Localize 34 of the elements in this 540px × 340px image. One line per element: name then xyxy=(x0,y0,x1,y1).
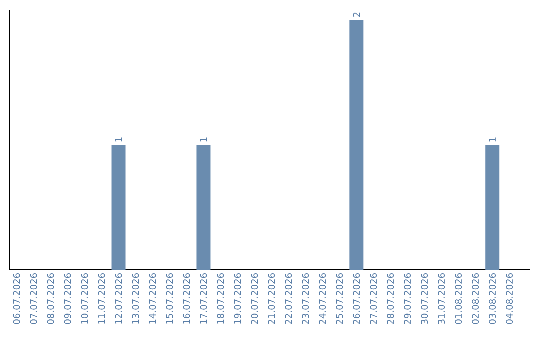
x-tick-label: 31.07.2026 xyxy=(438,274,446,324)
x-tick-label: 24.07.2026 xyxy=(319,274,326,324)
x-tick-label: 19.07.2026 xyxy=(234,274,242,324)
x-tick-label: 22.07.2026 xyxy=(285,274,292,324)
x-tick-label: 08.07.2026 xyxy=(47,274,54,324)
x-tick-label: 13.07.2026 xyxy=(132,274,140,324)
x-tick-label: 14.07.2026 xyxy=(149,274,156,324)
data-label: 2 xyxy=(353,12,360,18)
x-tick-label: 23.07.2026 xyxy=(302,274,310,324)
x-tick-label: 26.07.2026 xyxy=(353,274,360,324)
x-tick-label: 02.08.2026 xyxy=(472,274,480,324)
x-tick-label: 06.07.2026 xyxy=(13,274,20,324)
x-tick-label: 04.08.2026 xyxy=(506,274,514,324)
x-tick-label: 09.07.2026 xyxy=(64,274,72,324)
x-tick-label: 21.07.2026 xyxy=(268,274,276,324)
x-tick-label: 27.07.2026 xyxy=(370,274,378,324)
x-tick-label: 12.07.2026 xyxy=(115,274,122,324)
x-tick-label: 18.07.2026 xyxy=(217,274,224,324)
data-label: 1 xyxy=(489,138,496,142)
x-tick-label: 07.07.2026 xyxy=(30,274,38,324)
x-tick-label: 17.07.2026 xyxy=(200,274,208,324)
data-label: 1 xyxy=(200,138,208,142)
data-label: 1 xyxy=(115,138,122,142)
x-tick-label: 29.07.2026 xyxy=(404,274,412,324)
x-tick-label: 11.07.2026 xyxy=(98,274,106,324)
x-tick-label: 03.08.2026 xyxy=(489,274,496,324)
x-tick-label: 28.07.2026 xyxy=(387,274,394,324)
x-tick-label: 16.07.2026 xyxy=(183,274,190,324)
x-tick-label: 30.07.2026 xyxy=(421,274,428,324)
x-tick-label: 15.07.2026 xyxy=(166,274,174,324)
x-tick-label: 10.07.2026 xyxy=(81,274,88,324)
x-tick-label: 20.07.2026 xyxy=(251,274,258,324)
x-tick-label: 25.07.2026 xyxy=(336,274,344,324)
x-tick-label: 01.08.2026 xyxy=(455,274,462,324)
